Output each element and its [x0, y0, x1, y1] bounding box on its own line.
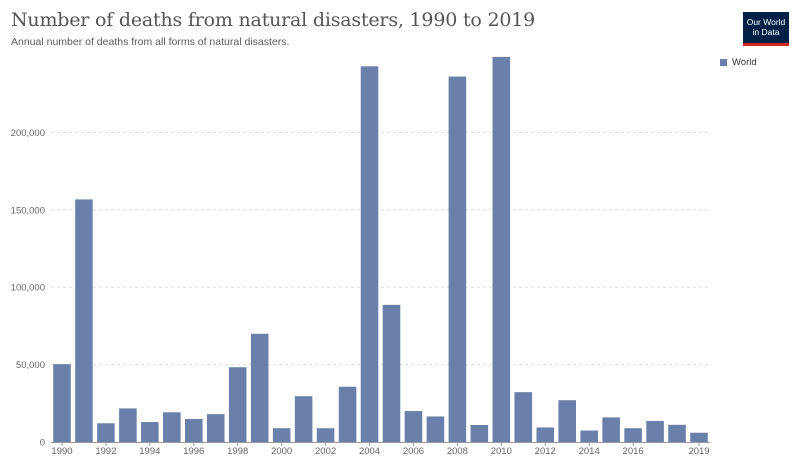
bar-2002 — [316, 428, 335, 442]
bar-2004 — [360, 66, 379, 443]
bar-1997 — [206, 414, 225, 442]
x-tick-label: 2010 — [491, 446, 512, 457]
bar-2009 — [470, 424, 489, 442]
bar-2007 — [426, 416, 445, 442]
bar-2006 — [404, 411, 423, 442]
x-tick-label: 1996 — [183, 446, 204, 457]
x-tick-label: 2004 — [359, 446, 380, 457]
y-tick-label: 50,000 — [16, 360, 45, 371]
owid-logo[interactable]: Our World in Data — [743, 12, 789, 46]
bar-2005 — [382, 304, 401, 442]
bar-1998 — [228, 367, 247, 442]
x-tick-label: 2000 — [271, 446, 292, 457]
x-tick-label: 1994 — [139, 446, 160, 457]
bar-1995 — [163, 412, 181, 442]
y-tick-label: 150,000 — [11, 205, 45, 216]
x-tick-label: 2019 — [688, 446, 709, 457]
bar-2018 — [668, 424, 686, 442]
x-tick-label: 2006 — [403, 446, 424, 457]
y-tick-label: 200,000 — [11, 128, 45, 139]
bar-1992 — [97, 423, 115, 442]
y-tick-label: 100,000 — [11, 283, 45, 294]
bar-2010 — [492, 56, 511, 443]
bar-1990 — [53, 364, 71, 442]
bar-2014 — [580, 430, 598, 442]
bar-2012 — [536, 427, 555, 442]
chart-subtitle: Annual number of deaths from all forms o… — [11, 36, 290, 48]
bar-1999 — [250, 333, 269, 442]
bar-2016 — [624, 428, 642, 442]
x-tick-label: 2002 — [315, 446, 336, 457]
x-tick-label: 2016 — [623, 446, 644, 457]
bar-2003 — [338, 386, 357, 442]
legend-swatch-world — [720, 59, 727, 66]
bar-2001 — [294, 396, 313, 442]
bar-2011 — [514, 392, 533, 442]
bar-2013 — [558, 400, 576, 442]
bar-1994 — [141, 422, 159, 442]
legend[interactable]: World — [720, 57, 757, 68]
bar-2000 — [272, 428, 291, 442]
x-tick-label: 2012 — [535, 446, 556, 457]
chart-title: Number of deaths from natural disasters,… — [11, 9, 536, 31]
x-tick-label: 1998 — [227, 446, 248, 457]
bar-1996 — [185, 418, 203, 442]
legend-label-world: World — [732, 57, 757, 68]
bar-1991 — [75, 199, 93, 442]
x-tick-label: 2014 — [579, 446, 600, 457]
logo-line-2: in Data — [752, 27, 780, 37]
bar-1993 — [119, 408, 137, 442]
bar-2015 — [602, 417, 620, 442]
x-tick-label: 2008 — [447, 446, 468, 457]
x-tick-label: 1992 — [95, 446, 116, 457]
bar-2017 — [646, 420, 664, 442]
bar-2008 — [448, 76, 467, 443]
y-tick-label: 0 — [40, 438, 45, 449]
x-tick-label: 1990 — [51, 446, 72, 457]
logo-line-1: Our World — [746, 17, 786, 27]
bar-2019 — [690, 432, 708, 442]
